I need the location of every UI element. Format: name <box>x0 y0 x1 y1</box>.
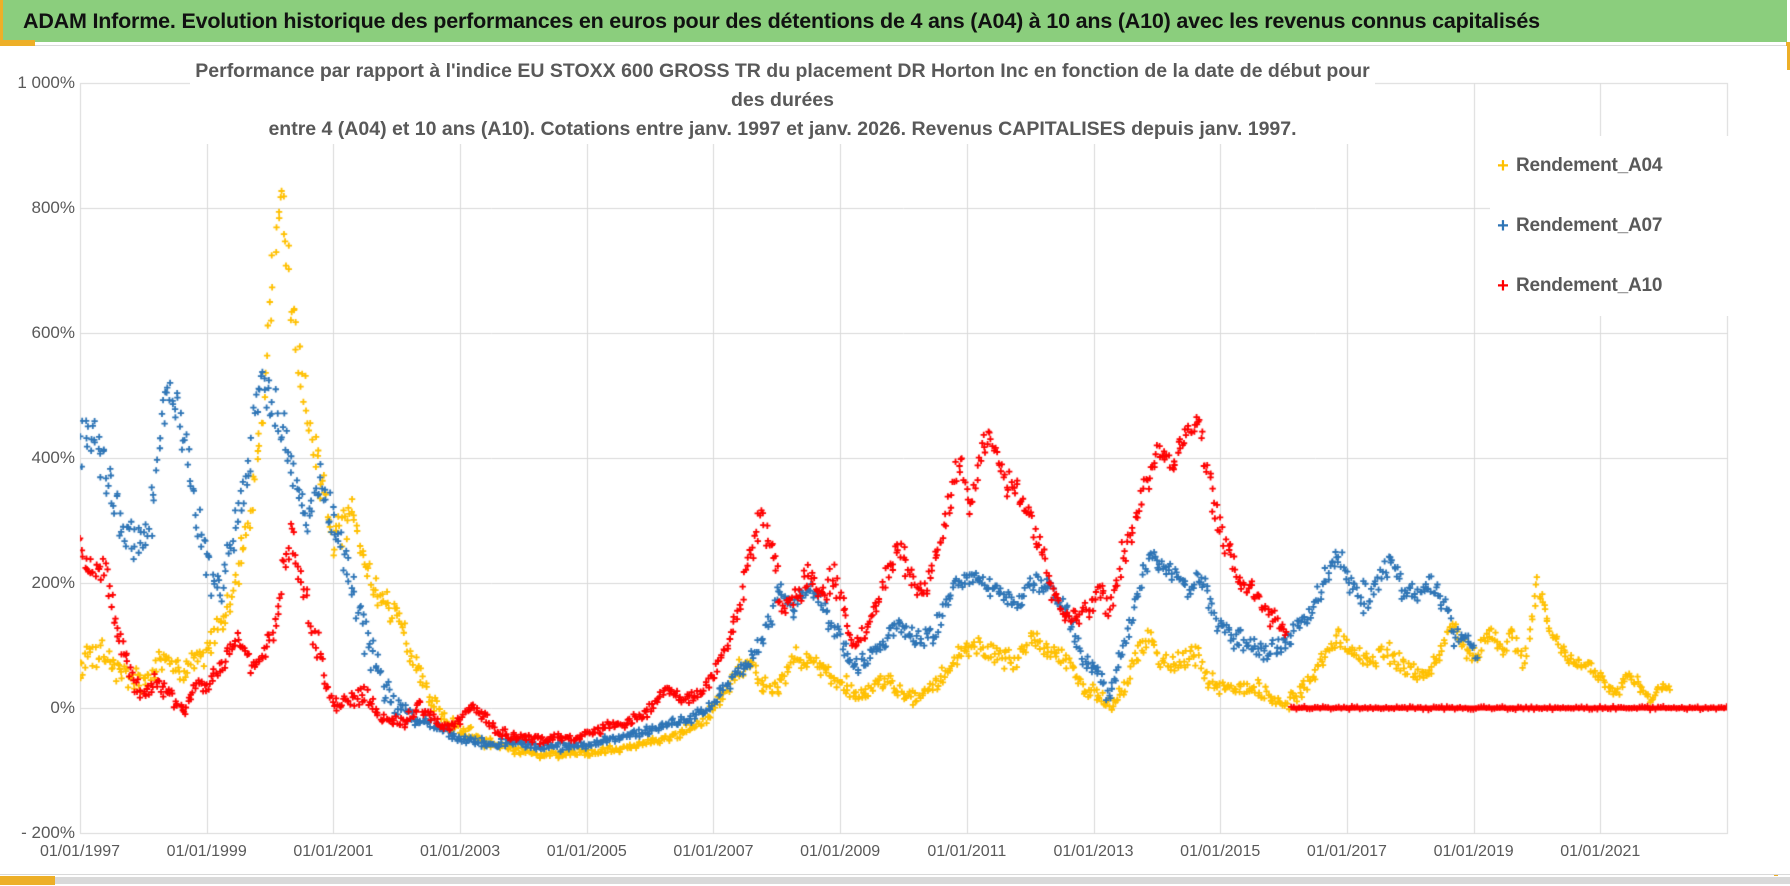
x-axis-label: 01/01/2003 <box>420 843 501 860</box>
legend-item-rendement_a04[interactable]: + Rendement_A04 <box>1490 136 1775 196</box>
y-axis-label: 200% <box>31 573 75 592</box>
x-axis-label: 01/01/2001 <box>293 843 374 860</box>
y-axis-label: 0% <box>50 698 75 717</box>
legend-plus-marker-icon: + <box>1497 155 1509 177</box>
gold-corner-bottom-left <box>0 876 55 885</box>
x-axis-label: 01/01/2007 <box>673 843 754 860</box>
chart-title-line1: Performance par rapport à l'indice EU ST… <box>195 60 1370 111</box>
legend-item-rendement_a10[interactable]: + Rendement_A10 <box>1490 256 1775 316</box>
x-axis-label: 01/01/2017 <box>1306 843 1387 860</box>
legend-label: Rendement_A04 <box>1516 155 1663 176</box>
y-axis-label: 400% <box>31 448 75 467</box>
x-axis-label: 01/01/2019 <box>1433 843 1514 860</box>
y-axis-label: - 200% <box>21 823 75 842</box>
chart-legend: + Rendement_A04 + Rendement_A07 + Rendement_A… <box>1490 136 1775 316</box>
legend-label: Rendement_A10 <box>1516 275 1663 296</box>
legend-plus-marker-icon: + <box>1497 275 1509 297</box>
x-axis-label: 01/01/2015 <box>1180 843 1261 860</box>
x-axis-label: 01/01/1999 <box>166 843 247 860</box>
x-axis-label: 01/01/2009 <box>800 843 881 860</box>
legend-label: Rendement_A07 <box>1516 215 1663 236</box>
y-axis-label: 600% <box>31 323 75 342</box>
y-axis-label: 800% <box>31 198 75 217</box>
x-axis-label: 01/01/2005 <box>546 843 627 860</box>
legend-plus-marker-icon: + <box>1497 215 1509 237</box>
footer-strip <box>0 877 1790 884</box>
legend-item-rendement_a07[interactable]: + Rendement_A07 <box>1490 196 1775 256</box>
bottom-divider <box>0 874 1790 875</box>
x-axis-label: 01/01/1997 <box>39 843 121 860</box>
x-axis-label: 01/01/2021 <box>1560 843 1641 860</box>
y-axis-label: 1 000% <box>17 73 75 92</box>
x-axis-label: 01/01/2013 <box>1053 843 1134 860</box>
x-axis-label: 01/01/2011 <box>927 843 1007 860</box>
chart-title: Performance par rapport à l'indice EU ST… <box>190 57 1375 144</box>
chart-title-line2: entre 4 (A04) et 10 ans (A10). Cotations… <box>268 118 1297 140</box>
